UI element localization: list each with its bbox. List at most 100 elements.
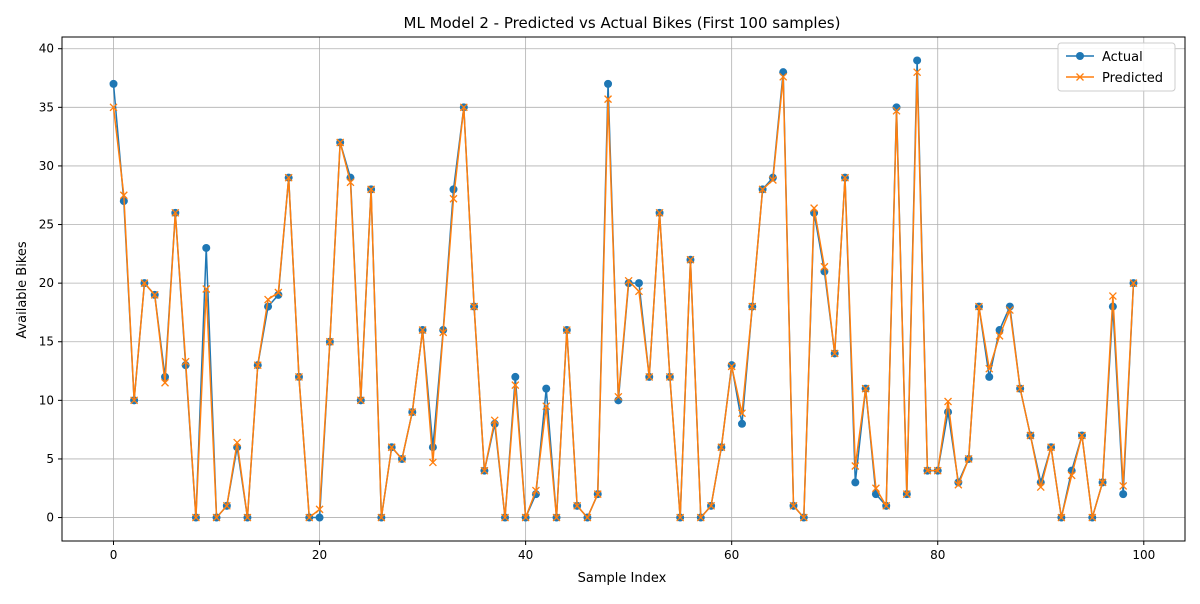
predicted-point [851, 462, 860, 470]
predicted-point [1098, 478, 1107, 487]
predicted-point [902, 490, 911, 499]
predicted-point [665, 372, 674, 381]
actual-point [542, 384, 551, 393]
predicted-point [985, 364, 994, 373]
predicted-point [521, 513, 530, 522]
predicted-point [1129, 279, 1138, 288]
predicted-point [1016, 384, 1025, 393]
predicted-point [768, 176, 777, 184]
predicted-point [974, 302, 983, 311]
predicted-point [501, 513, 509, 522]
predicted-point [634, 287, 643, 296]
x-tick-label: 0 [110, 548, 118, 562]
actual-point [944, 408, 953, 417]
predicted-point [964, 454, 973, 463]
predicted-point [614, 392, 623, 401]
predicted-point [233, 438, 242, 447]
predicted-point [428, 458, 437, 467]
predicted-point [604, 95, 613, 104]
legend: Actual Predicted [1057, 42, 1176, 92]
predicted-point [892, 106, 901, 115]
predicted-point [490, 416, 499, 425]
predicted-point [191, 513, 200, 522]
legend-label: Actual [1102, 50, 1143, 65]
predicted-point [727, 362, 736, 371]
y-tick-label: 20 [39, 276, 54, 290]
predicted-point [830, 349, 839, 358]
predicted-point [253, 361, 262, 370]
predicted-point [171, 208, 180, 217]
predicted-point [1057, 513, 1066, 522]
series-line-predicted [112, 71, 1135, 519]
y-tick-label: 10 [39, 393, 54, 407]
predicted-point [686, 255, 695, 264]
actual-point [511, 372, 520, 381]
predicted-point [738, 409, 746, 418]
predicted-point [295, 372, 303, 381]
predicted-point [408, 408, 417, 417]
predicted-point [913, 68, 922, 77]
actual-point [737, 419, 746, 428]
actual-point [634, 279, 643, 288]
predicted-point [542, 402, 551, 411]
predicted-point [645, 372, 654, 381]
predicted-point [871, 484, 880, 493]
predicted-point [1067, 471, 1076, 480]
predicted-point [130, 396, 139, 405]
predicted-point [676, 513, 685, 522]
legend-label: Predicted [1102, 71, 1163, 86]
predicted-point [799, 513, 808, 522]
predicted-point [109, 103, 118, 112]
predicted-point [944, 397, 952, 406]
predicted-point [758, 185, 767, 194]
predicted-point [624, 276, 633, 285]
x-tick-label: 20 [312, 548, 327, 562]
actual-point [315, 513, 324, 522]
x-tick-label: 80 [930, 548, 945, 562]
predicted-point [150, 290, 159, 299]
x-axis-label: Sample Index [578, 571, 667, 586]
legend-marker [1076, 52, 1084, 60]
predicted-point [531, 486, 540, 495]
predicted-point [748, 302, 757, 311]
predicted-point [552, 513, 561, 522]
predicted-point [1108, 292, 1117, 300]
predicted-point [696, 513, 705, 522]
predicted-point [933, 466, 942, 475]
axes: 0 20 40 60 80 100 0 5 10 15 20 25 30 35 40 [39, 36, 1186, 562]
predicted-point [861, 384, 870, 393]
predicted-point [336, 138, 345, 147]
predicted-point [222, 501, 231, 510]
actual-point [428, 443, 437, 452]
chart-title: ML Model 2 - Predicted vs Actual Bikes (… [404, 14, 841, 32]
series-predicted [109, 68, 1138, 522]
predicted-point [119, 191, 128, 200]
predicted-point [387, 443, 396, 452]
predicted-point [346, 178, 355, 187]
predicted-point [573, 501, 582, 510]
predicted-point [377, 513, 386, 522]
actual-point [202, 243, 211, 252]
legend-marker [1076, 73, 1084, 81]
actual-point [604, 79, 613, 88]
y-tick-label: 15 [39, 335, 54, 349]
y-tick-label: 5 [46, 452, 54, 466]
legend-box [1057, 42, 1176, 92]
predicted-point [315, 505, 324, 514]
predicted-point [480, 466, 489, 475]
predicted-point [356, 396, 365, 405]
predicted-point [161, 378, 169, 387]
predicted-point [284, 173, 293, 182]
legend-entry-actual: Actual [1066, 50, 1143, 65]
predicted-point [367, 185, 376, 194]
y-tick-label: 35 [39, 100, 54, 114]
predicted-point [820, 262, 829, 271]
predicted-point [264, 295, 273, 304]
predicted-point [583, 513, 592, 522]
y-tick-label: 40 [39, 42, 54, 56]
predicted-point [655, 208, 664, 217]
plot-frame [61, 36, 1186, 542]
predicted-point [707, 501, 716, 510]
